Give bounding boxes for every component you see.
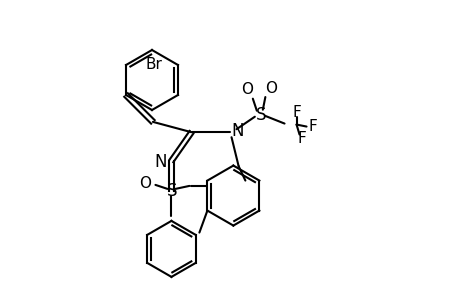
Text: F: F xyxy=(308,119,317,134)
Text: F: F xyxy=(297,131,305,146)
Text: S: S xyxy=(167,182,177,200)
Text: Br: Br xyxy=(145,56,162,71)
Text: F: F xyxy=(291,105,300,120)
Text: O: O xyxy=(265,80,277,95)
Text: N: N xyxy=(154,153,166,171)
Text: N: N xyxy=(231,122,243,140)
Text: O: O xyxy=(241,82,252,97)
Text: O: O xyxy=(139,176,151,191)
Text: S: S xyxy=(255,106,265,124)
